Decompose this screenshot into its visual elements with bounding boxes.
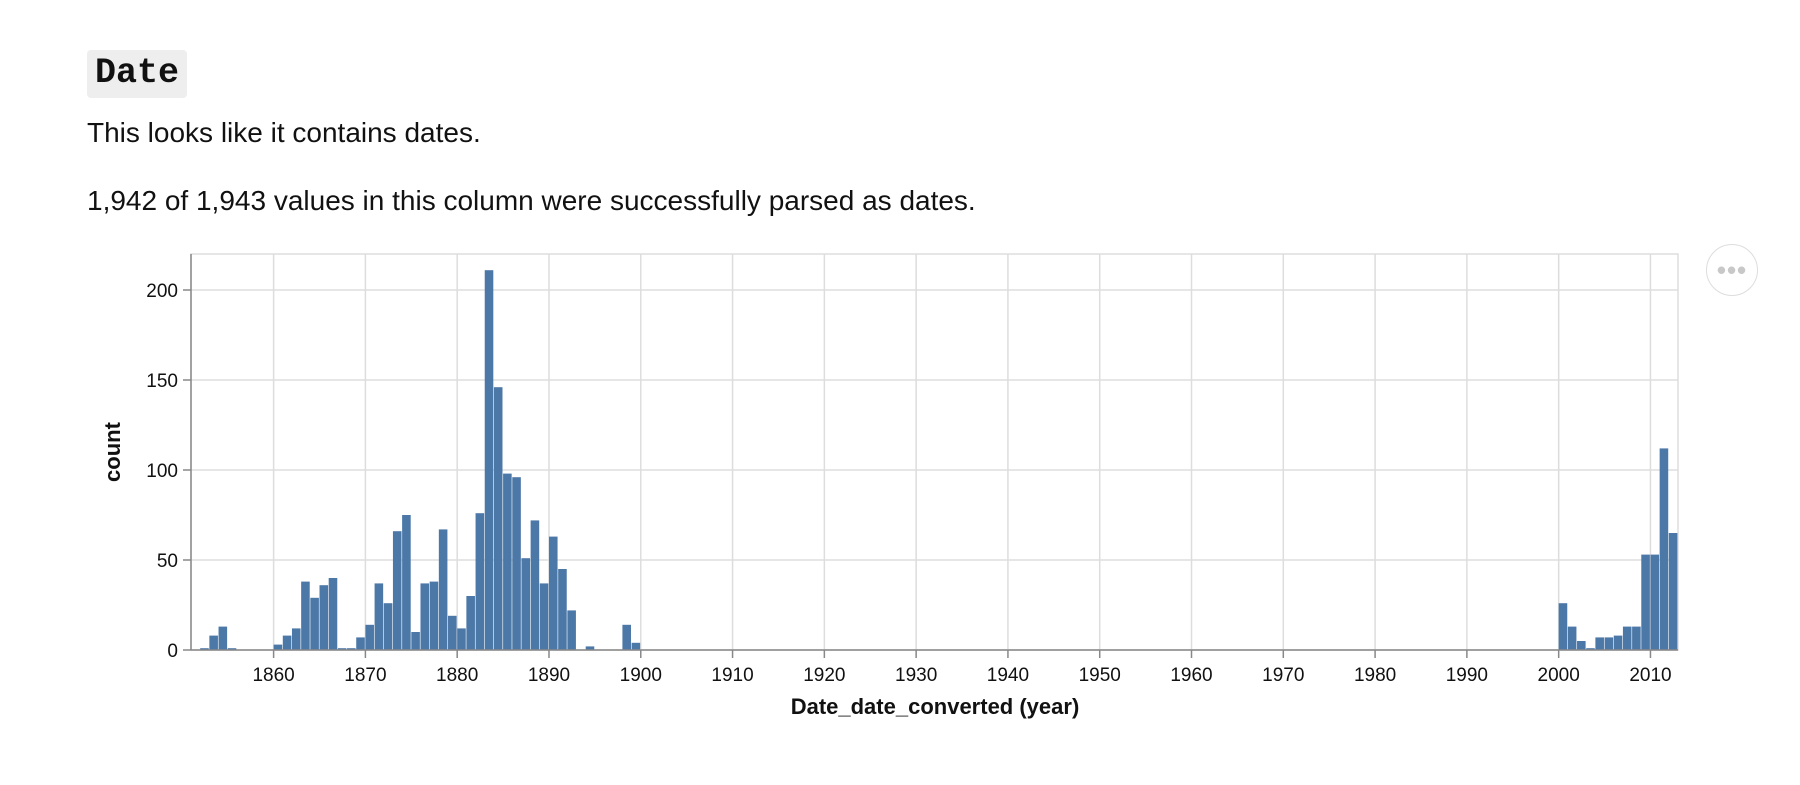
histogram-bar xyxy=(411,632,420,650)
x-tick-label: 1890 xyxy=(528,665,570,686)
histogram-bar xyxy=(530,520,540,650)
histogram-bar xyxy=(512,477,521,650)
axes: 1860 1870 1880 1890 1900 1910 1920 1930 1940 1950… xyxy=(146,254,1678,686)
histogram-bar xyxy=(1622,626,1632,650)
date-histogram: 1860 1870 1880 1890 1900 1910 1920 1930 1940 1950… xyxy=(100,253,1679,719)
histogram-bar xyxy=(438,529,448,650)
x-tick-label: 1880 xyxy=(436,665,478,686)
histogram-bar xyxy=(301,581,310,650)
column-title: Date xyxy=(87,50,188,98)
histogram-bar xyxy=(347,648,356,650)
histogram-bar xyxy=(383,603,393,650)
x-tick-label: 1910 xyxy=(711,665,753,686)
x-tick-label: 1990 xyxy=(1446,665,1488,686)
histogram-bar xyxy=(1567,626,1577,650)
parse-summary: 1,942 of 1,943 values in this column wer… xyxy=(87,185,976,216)
x-tick-label: 1940 xyxy=(987,665,1029,686)
x-axis-title: Date_date_converted (year) xyxy=(791,694,1080,719)
histogram-bar xyxy=(319,585,329,650)
histogram-bar xyxy=(291,628,301,650)
y-tick-label: 100 xyxy=(146,461,178,482)
histogram-bar xyxy=(521,558,531,650)
histogram-bar xyxy=(567,610,576,650)
y-axis-title: count xyxy=(100,421,125,482)
histogram-bar xyxy=(1659,448,1669,650)
histogram-bar xyxy=(1577,641,1586,650)
histogram-bar xyxy=(484,270,494,650)
histogram-bar xyxy=(310,597,319,650)
ellipsis-icon: ••• xyxy=(1716,255,1748,285)
histogram-bar xyxy=(622,624,631,650)
x-tick-label: 1950 xyxy=(1079,665,1121,686)
histogram-bar xyxy=(631,642,641,650)
histogram-bar xyxy=(448,615,457,650)
x-tick-label: 1860 xyxy=(252,665,294,686)
column-type-note: This looks like it contains dates. xyxy=(87,117,481,148)
histogram-bar xyxy=(585,646,595,650)
histogram-bar xyxy=(1595,637,1604,650)
histogram-bar xyxy=(392,531,402,650)
histogram-bar xyxy=(1668,533,1678,650)
histogram-bar xyxy=(1650,554,1660,650)
y-tick-label: 200 xyxy=(146,281,178,302)
histogram-bar xyxy=(429,581,439,650)
y-tick-label: 150 xyxy=(146,371,178,392)
histogram-bar xyxy=(402,515,411,650)
bars xyxy=(200,270,1678,650)
x-tick-label: 1870 xyxy=(344,665,386,686)
histogram-bar xyxy=(337,648,347,650)
histogram-bar xyxy=(273,644,283,650)
x-tick-label: 1930 xyxy=(895,665,937,686)
x-tick-label: 1900 xyxy=(620,665,662,686)
plot-frame xyxy=(190,253,1679,651)
histogram-bar xyxy=(493,387,503,650)
y-tick-label: 50 xyxy=(157,551,178,572)
histogram-bar xyxy=(466,596,475,650)
x-tick-label: 1920 xyxy=(803,665,845,686)
x-tick-label: 2000 xyxy=(1538,665,1580,686)
histogram-bar xyxy=(282,635,292,650)
histogram-bar xyxy=(548,536,558,650)
x-tick-label: 1960 xyxy=(1170,665,1212,686)
histogram-bar xyxy=(218,626,228,650)
histogram-bar xyxy=(1613,635,1623,650)
histogram-bar xyxy=(1604,637,1614,650)
histogram-bar xyxy=(558,569,567,650)
histogram-bar xyxy=(1641,554,1650,650)
histogram-bar xyxy=(503,473,512,650)
histogram-bar xyxy=(200,648,209,650)
histogram-bar xyxy=(1586,648,1595,650)
x-tick-label: 2010 xyxy=(1629,665,1671,686)
histogram-bar xyxy=(374,583,384,650)
x-tick-label: 1970 xyxy=(1262,665,1304,686)
histogram-bar xyxy=(475,513,485,650)
histogram-bar xyxy=(356,637,365,650)
histogram-bar xyxy=(209,635,218,650)
chart-actions-button[interactable]: ••• xyxy=(1706,244,1758,296)
y-tick-label: 0 xyxy=(167,641,178,662)
histogram-bar xyxy=(1558,603,1568,650)
histogram-bar xyxy=(420,583,430,650)
histogram-bar xyxy=(227,648,237,650)
grid-lines xyxy=(190,253,1679,651)
histogram-bar xyxy=(457,628,466,650)
histogram-bar xyxy=(539,583,549,650)
histogram-bar xyxy=(365,624,374,650)
histogram-bar xyxy=(1632,626,1641,650)
x-tick-label: 1980 xyxy=(1354,665,1396,686)
histogram-bar xyxy=(328,578,338,650)
